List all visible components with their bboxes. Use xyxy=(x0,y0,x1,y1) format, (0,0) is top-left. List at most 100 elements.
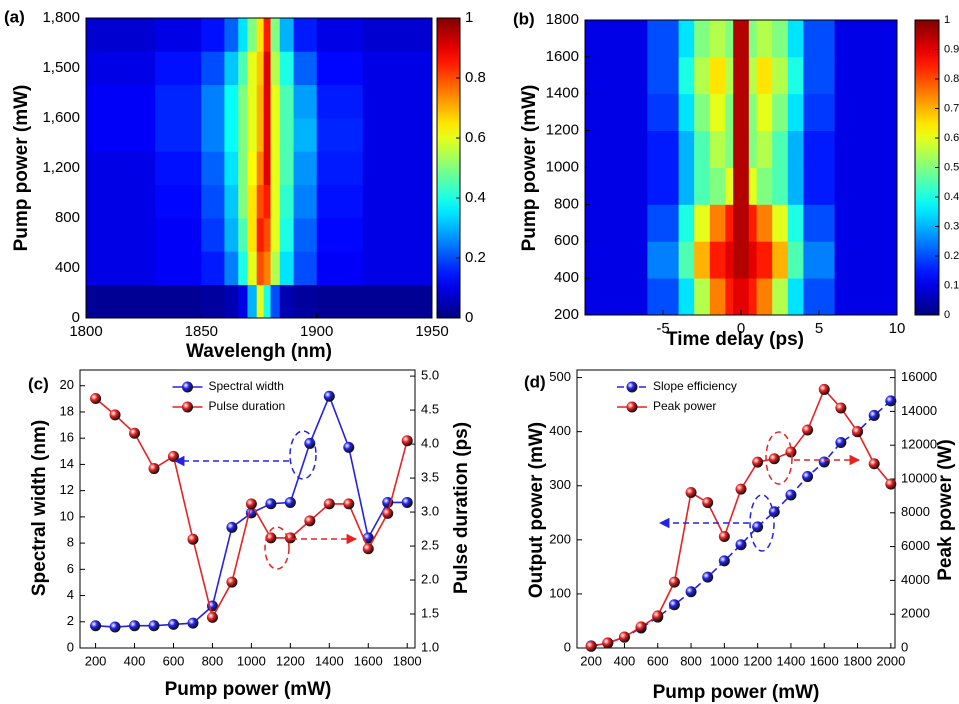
colorbar xyxy=(436,17,461,319)
y2-axis-label: Peak power (W) xyxy=(935,439,956,580)
heatmap-cell xyxy=(694,241,711,279)
heatmap-cell xyxy=(238,251,248,286)
heatmap-cell xyxy=(201,151,225,186)
heatmap-cell xyxy=(201,84,225,119)
heatmap-cell xyxy=(256,184,265,219)
heatmap-cell xyxy=(270,284,281,319)
heatmap-cell xyxy=(247,151,258,186)
heatmap-cell xyxy=(256,84,265,119)
data-point xyxy=(885,395,897,407)
heatmap-cell xyxy=(279,151,294,186)
heatmap-cell xyxy=(155,151,202,186)
heatmap-cell xyxy=(772,130,789,168)
y-tick-label: 400 xyxy=(554,269,579,286)
panel: 1800 1850 1900 1950 0 400 800 1,200 1,600 1,500 1,… xyxy=(4,7,486,362)
y-tick-label: 16 xyxy=(60,430,74,445)
x-tick-label: 1200 xyxy=(743,653,772,668)
x-tick-label: 600 xyxy=(647,653,669,668)
data-point xyxy=(226,576,238,588)
heatmap-cell xyxy=(293,251,318,286)
y2-tick-label: 2.5 xyxy=(421,537,439,552)
heatmap-cell xyxy=(224,284,239,319)
heatmap-cell xyxy=(263,184,271,219)
colorbar-tick-label: 1 xyxy=(944,14,950,26)
data-point xyxy=(718,530,730,542)
x-tick-label: 600 xyxy=(163,653,185,668)
heatmap-cell xyxy=(709,167,726,205)
data-point xyxy=(752,521,764,533)
data-point xyxy=(90,620,102,632)
y-tick-label: 20 xyxy=(60,377,74,392)
y2-tick-label: 10000 xyxy=(901,470,937,485)
heatmap-cell xyxy=(256,251,265,286)
x-tick-label: 200 xyxy=(580,653,602,668)
heatmap-cell xyxy=(279,51,294,86)
heatmap-cell xyxy=(803,241,835,279)
heatmap-cell xyxy=(201,251,225,286)
heatmap-cell xyxy=(256,18,265,52)
y-tick-label: 400 xyxy=(549,423,571,438)
heatmap-cell xyxy=(585,56,648,95)
heatmap-cell xyxy=(256,284,265,319)
heatmap-cell xyxy=(772,56,789,95)
y2-tick-label: 2.0 xyxy=(421,571,439,586)
heatmap-cell xyxy=(725,130,734,168)
data-point xyxy=(167,618,179,630)
y-tick-label: 1400 xyxy=(546,85,579,102)
heatmap-cell xyxy=(678,204,695,242)
panel: -5 0 5 10 200 400 600 800 1000 1200 1400 1600 1800 0 0… xyxy=(513,9,959,350)
data-point xyxy=(343,441,355,453)
heatmap-cell xyxy=(155,284,202,319)
heatmap-cell xyxy=(293,151,318,186)
heatmap-cell xyxy=(224,118,239,152)
heatmap-cell xyxy=(803,167,835,205)
heatmap-cell xyxy=(247,18,258,52)
y2-tick-label: 4.5 xyxy=(421,402,439,417)
heatmap-cell xyxy=(733,278,750,316)
panel: 200 400 600 800 1000 1200 1400 1600 1800 0 2 4 6 8 10 1… xyxy=(28,368,472,700)
heatmap-cell xyxy=(678,278,695,316)
heatmap-cell xyxy=(316,118,364,152)
heatmap-cell xyxy=(316,84,364,119)
heatmap-cell xyxy=(263,284,271,319)
heatmap-cell xyxy=(585,241,648,279)
y2-tick-label: 4.0 xyxy=(421,436,439,451)
data-point xyxy=(835,402,847,414)
heatmap-cell xyxy=(155,251,202,286)
legend-label: Peak power xyxy=(653,399,716,413)
data-point xyxy=(304,515,316,527)
plot-frame xyxy=(85,17,433,319)
y-tick-label: 1600 xyxy=(546,48,579,65)
heatmap-cell xyxy=(256,151,265,186)
heatmap-cell xyxy=(224,218,239,252)
y2-tick-label: 6000 xyxy=(901,538,930,553)
data-point xyxy=(868,458,880,470)
data-point xyxy=(718,555,730,567)
data-point xyxy=(602,637,614,649)
colorbar-tick-label: 0.5 xyxy=(944,161,959,173)
data-point xyxy=(785,489,797,501)
panel-label: (c) xyxy=(28,374,49,393)
legend-marker xyxy=(182,381,193,393)
heatmap-cell xyxy=(725,93,734,132)
heatmap-cell xyxy=(748,278,757,316)
colorbar-tick-label: 0.9 xyxy=(944,43,959,55)
heatmap-cell xyxy=(316,151,364,186)
heatmap-cell xyxy=(694,167,711,205)
heatmap-cell xyxy=(316,18,364,52)
x-tick-label: 1200 xyxy=(276,653,305,668)
heatmap-cell xyxy=(247,51,258,86)
data-point xyxy=(585,640,597,652)
legend-marker xyxy=(626,381,638,393)
y-tick-label: 200 xyxy=(554,306,579,323)
heatmap-cell xyxy=(694,56,711,95)
colorbar-tick-label: 0.4 xyxy=(944,191,959,203)
heatmap-cell xyxy=(279,184,294,219)
colorbar-tick-label: 0.3 xyxy=(944,220,959,232)
heatmap-cell xyxy=(86,218,156,252)
data-point xyxy=(768,506,780,518)
x-tick-label: 400 xyxy=(614,653,636,668)
legend-label: Slope efficiency xyxy=(653,379,737,393)
heatmap-cell xyxy=(772,167,789,205)
heatmap-cell xyxy=(772,278,789,316)
